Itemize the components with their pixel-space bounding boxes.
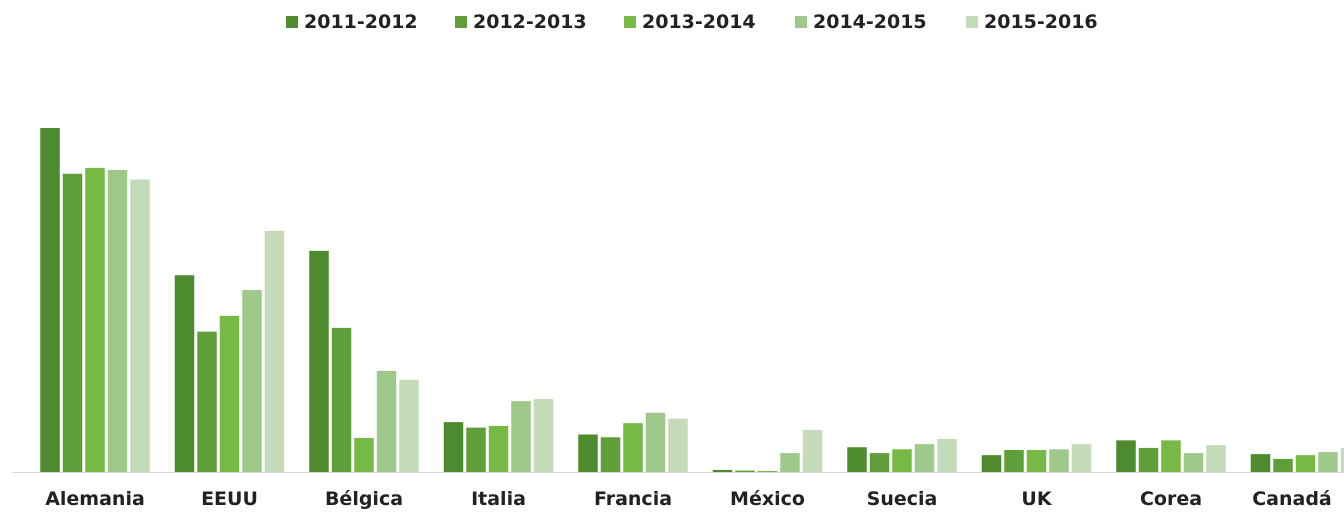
category-label-francia: Francia <box>594 488 672 510</box>
bar-suecia-2012-2013 <box>869 453 890 472</box>
bar-francia-2011-2012 <box>578 434 598 472</box>
bar-canada-2012-2013 <box>1273 458 1293 472</box>
bar-belgica-2011-2012 <box>309 250 329 472</box>
bar-corea-2015-2016 <box>1206 445 1226 472</box>
bar-canada-2011-2012 <box>1250 454 1271 472</box>
legend-swatch-2014-2015 <box>795 16 807 28</box>
bar-italia-2014-2015 <box>511 401 531 472</box>
legend-label-2012-2013: 2012-2013 <box>473 11 587 33</box>
bar-canada-2015-2016 <box>1340 447 1344 472</box>
category-label-mexico: México <box>730 488 805 510</box>
bar-eeuu-2013-2014 <box>219 315 240 472</box>
bar-uk-2012-2013 <box>1004 449 1024 472</box>
bar-suecia-2013-2014 <box>892 449 912 472</box>
bar-belgica-2014-2015 <box>376 370 397 472</box>
bar-italia-2013-2014 <box>488 425 509 472</box>
bar-francia-2012-2013 <box>600 437 621 472</box>
bar-italia-2012-2013 <box>466 427 486 472</box>
bar-mexico-2012-2013 <box>735 470 755 472</box>
category-label-corea: Corea <box>1140 488 1202 510</box>
bar-italia-2015-2016 <box>533 399 554 472</box>
bar-eeuu-2014-2015 <box>242 290 262 472</box>
bar-canada-2013-2014 <box>1295 455 1316 472</box>
bar-corea-2013-2014 <box>1161 440 1181 472</box>
bar-eeuu-2015-2016 <box>264 230 285 472</box>
bar-mexico-2014-2015 <box>780 453 800 472</box>
category-label-uk: UK <box>1021 488 1052 510</box>
bar-uk-2014-2015 <box>1049 449 1069 472</box>
category-label-belgica: Bélgica <box>325 488 403 510</box>
bar-canada-2014-2015 <box>1318 452 1338 472</box>
bar-suecia-2015-2016 <box>937 438 957 472</box>
bar-suecia-2011-2012 <box>847 447 867 472</box>
bar-alemania-2011-2012 <box>40 128 60 472</box>
bar-mexico-2011-2012 <box>712 469 733 472</box>
bar-alemania-2012-2013 <box>62 173 83 472</box>
bar-francia-2014-2015 <box>645 412 666 472</box>
category-label-alemania: Alemania <box>45 488 145 510</box>
legend-label-2015-2016: 2015-2016 <box>984 11 1098 33</box>
bar-belgica-2012-2013 <box>331 327 352 472</box>
legend-swatch-2011-2012 <box>286 16 298 28</box>
legend-swatch-2015-2016 <box>966 16 978 28</box>
bars-group <box>40 128 1344 473</box>
bar-alemania-2015-2016 <box>130 179 150 472</box>
bar-corea-2014-2015 <box>1183 453 1204 472</box>
category-labels: Alemania EEUU Bélgica Italia Francia México Su… <box>45 488 1332 510</box>
category-label-eeuu: EEUU <box>201 488 258 510</box>
category-label-canada: Canadá <box>1252 488 1332 510</box>
chart-legend: 2011-2012 2012-2013 2013-2014 2014-2015 2015… <box>286 11 1098 33</box>
bar-uk-2015-2016 <box>1071 444 1092 472</box>
legend-label-2013-2014: 2013-2014 <box>642 11 756 33</box>
bar-belgica-2013-2014 <box>354 437 374 472</box>
bar-corea-2012-2013 <box>1138 447 1159 472</box>
legend-swatch-2012-2013 <box>455 16 467 28</box>
category-label-suecia: Suecia <box>867 488 938 510</box>
bar-alemania-2013-2014 <box>85 167 105 473</box>
bar-eeuu-2011-2012 <box>174 275 195 472</box>
bar-suecia-2014-2015 <box>914 444 935 472</box>
bar-mexico-2013-2014 <box>757 470 778 472</box>
bar-eeuu-2012-2013 <box>197 331 217 472</box>
bar-uk-2011-2012 <box>981 455 1002 472</box>
legend-swatch-2013-2014 <box>624 16 636 28</box>
legend-label-2011-2012: 2011-2012 <box>304 11 418 33</box>
bar-italia-2011-2012 <box>443 422 464 472</box>
bar-corea-2011-2012 <box>1116 440 1136 472</box>
bar-francia-2015-2016 <box>668 418 688 472</box>
bar-francia-2013-2014 <box>623 423 643 472</box>
category-label-italia: Italia <box>471 488 526 510</box>
legend-label-2014-2015: 2014-2015 <box>813 11 927 33</box>
bar-uk-2013-2014 <box>1026 449 1047 472</box>
bar-mexico-2015-2016 <box>802 430 823 472</box>
bar-belgica-2015-2016 <box>399 379 419 472</box>
bar-alemania-2014-2015 <box>107 169 128 472</box>
